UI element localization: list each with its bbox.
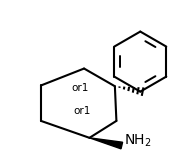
Text: or1: or1 <box>73 106 91 116</box>
Text: or1: or1 <box>71 83 88 93</box>
Polygon shape <box>90 138 123 149</box>
Text: NH$_2$: NH$_2$ <box>124 133 152 149</box>
